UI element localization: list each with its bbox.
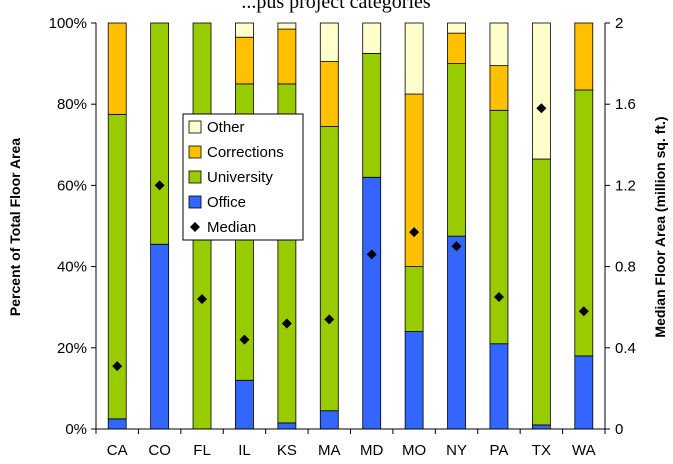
bar-ny-corrections xyxy=(447,32,466,65)
y-tick-label: 0% xyxy=(65,421,87,438)
bar-ny-office xyxy=(447,235,466,430)
y2-tick-label: 1.6 xyxy=(615,96,636,113)
x-tick-label: TX xyxy=(532,442,551,459)
bar-mo-office xyxy=(404,331,424,430)
bar-pa-corrections xyxy=(489,65,509,111)
legend-box xyxy=(182,113,304,241)
legend-label-median: Median xyxy=(207,219,256,236)
y-tick-label: 20% xyxy=(57,340,87,357)
y2-tick-label: 2 xyxy=(615,15,623,32)
legend-label-corrections: Corrections xyxy=(207,144,284,161)
bar-tx-office xyxy=(531,424,551,430)
legend-swatch-university xyxy=(188,170,202,184)
bar-ks-corrections xyxy=(277,28,297,85)
legend-swatch-other xyxy=(188,120,202,134)
bar-pa-other xyxy=(489,22,509,67)
x-tick-label: MD xyxy=(360,442,383,459)
x-tick-label: WA xyxy=(572,442,596,459)
median-point-ny xyxy=(451,241,462,252)
bar-md-office xyxy=(362,176,382,430)
bar-pa-office xyxy=(489,343,509,430)
median-layer xyxy=(112,103,589,372)
x-tick-label: MA xyxy=(318,442,341,459)
median-point-co xyxy=(154,180,165,191)
bar-co-office xyxy=(150,243,170,430)
median-point-pa xyxy=(493,292,504,303)
bars-layer xyxy=(107,22,594,430)
y2-tick-label: 0 xyxy=(615,421,623,438)
bar-pa-university xyxy=(489,109,509,345)
median-point-wa xyxy=(578,306,589,317)
bar-tx-other xyxy=(531,22,551,160)
bar-wa-office xyxy=(574,355,594,430)
bar-ma-university xyxy=(319,126,339,412)
legend-label-university: University xyxy=(207,169,273,186)
y-tick-label: 100% xyxy=(49,15,87,32)
bar-tx-university xyxy=(531,158,551,426)
legend-swatch-office xyxy=(188,195,202,209)
bar-wa-corrections xyxy=(574,22,594,91)
x-tick-label: PA xyxy=(490,442,509,459)
bar-co-university xyxy=(150,22,170,245)
bar-mo-corrections xyxy=(404,93,424,268)
y2-tick-label: 0.8 xyxy=(615,259,636,276)
axes-layer: 0% 20% 40% 60% 80% 100% 0 0.4 0.8 1.2 1.6 2 CA CO FL IL… xyxy=(49,15,636,459)
legend-label-office: Office xyxy=(207,194,246,211)
median-point-ks xyxy=(281,318,292,329)
y2-tick-label: 0.4 xyxy=(615,340,636,357)
legend-swatch-corrections xyxy=(188,145,202,159)
bar-il-office xyxy=(235,379,254,430)
median-point-md xyxy=(366,249,377,260)
bar-ks-other xyxy=(277,22,297,30)
bar-md-university xyxy=(362,53,382,178)
bar-il-corrections xyxy=(235,36,254,85)
median-point-ca xyxy=(112,361,123,372)
x-tick-label: CO xyxy=(148,442,171,459)
x-tick-label: MO xyxy=(402,442,426,459)
x-tick-label: CA xyxy=(107,442,128,459)
median-point-tx xyxy=(536,103,547,114)
bar-mo-university xyxy=(404,266,424,332)
bar-ma-office xyxy=(319,410,339,430)
x-tick-label: KS xyxy=(277,442,297,459)
bar-mo-other xyxy=(404,22,424,95)
median-point-fl xyxy=(197,294,208,305)
legend-marker-median xyxy=(190,222,200,232)
y2-axis-title: Median Floor Area (million sq. ft.) xyxy=(652,116,668,337)
x-tick-label: IL xyxy=(238,442,251,459)
bar-ny-university xyxy=(447,63,466,237)
bar-ks-office xyxy=(277,422,297,430)
y-tick-label: 80% xyxy=(57,96,87,113)
bar-ma-corrections xyxy=(319,61,339,127)
x-tick-label: NY xyxy=(446,442,467,459)
bar-ca-office xyxy=(107,418,127,430)
median-point-ma xyxy=(324,314,335,325)
y-tick-label: 60% xyxy=(57,177,87,194)
bar-ma-other xyxy=(319,22,339,62)
chart-title: ...pus project categories xyxy=(241,0,431,13)
bar-ca-university xyxy=(107,113,127,420)
x-tick-label: FL xyxy=(193,442,211,459)
legend-label-other: Other xyxy=(207,119,245,136)
bar-ca-corrections xyxy=(107,22,127,115)
legend: Other Corrections University Office Median xyxy=(182,113,304,241)
bar-ny-other xyxy=(447,22,466,34)
median-point-il xyxy=(239,334,250,345)
y2-tick-label: 1.2 xyxy=(615,177,636,194)
median-point-mo xyxy=(409,227,420,238)
bar-md-other xyxy=(362,22,382,54)
bar-il-other xyxy=(235,22,254,38)
y-axis-title: Percent of Total Floor Area xyxy=(7,138,23,316)
y-tick-label: 40% xyxy=(57,259,87,276)
